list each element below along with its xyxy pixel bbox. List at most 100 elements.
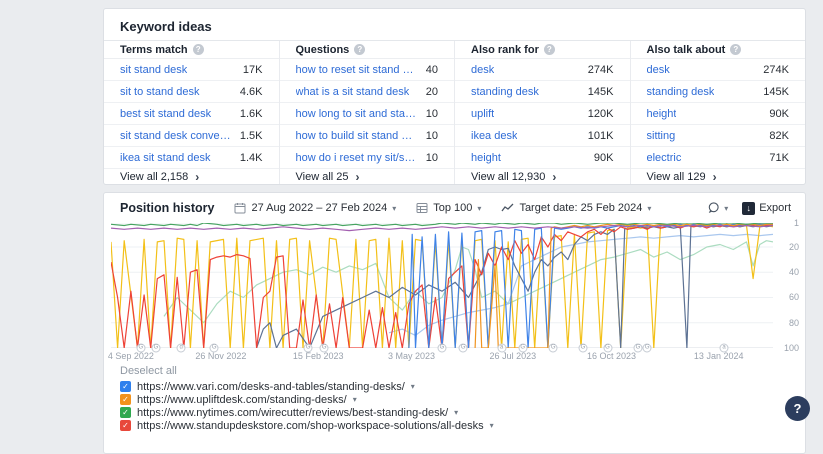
series-line-standupdeskstore.com bbox=[111, 223, 773, 348]
legend-checkbox[interactable]: ✓ bbox=[120, 394, 131, 405]
legend-url[interactable]: https://www.vari.com/desks-and-tables/st… bbox=[137, 380, 405, 393]
column-header: Terms match? bbox=[104, 41, 279, 59]
keyword-row: desk 274K bbox=[455, 59, 630, 81]
caret-down-icon: ▾ bbox=[489, 421, 494, 430]
keyword-row: sit to stand desk 4.6K bbox=[104, 81, 279, 103]
chart-y-axis: 1 20 40 60 80 100 bbox=[773, 218, 803, 353]
keyword-volume: 20 bbox=[425, 85, 438, 98]
keyword-volume: 145K bbox=[763, 85, 789, 98]
google-update-marker[interactable]: G bbox=[151, 343, 161, 353]
view-all-link[interactable]: View all 25 › bbox=[280, 169, 455, 184]
keyword-link[interactable]: standing desk bbox=[471, 85, 539, 98]
export-button[interactable]: ↓ Export bbox=[742, 201, 791, 215]
keyword-link[interactable]: standing desk bbox=[646, 85, 715, 98]
table-icon bbox=[416, 203, 428, 213]
keyword-column: Also rank for? desk 274K standing desk 145K u… bbox=[454, 41, 630, 184]
keyword-link[interactable]: uplift bbox=[471, 107, 495, 120]
google-update-marker[interactable]: d bbox=[176, 343, 186, 353]
keyword-row: sit stand desk converter 1.5K bbox=[104, 125, 279, 147]
series-line-upliftdesk.com bbox=[474, 223, 773, 348]
keyword-columns: Terms match? sit stand desk 17K sit to stan… bbox=[104, 41, 805, 184]
help-button[interactable]: ? bbox=[785, 396, 810, 421]
google-update-marker[interactable]: G bbox=[578, 343, 588, 353]
page-background: { "keyword_ideas": { "title": "Keyword i… bbox=[103, 8, 810, 454]
google-update-marker[interactable]: G bbox=[633, 343, 643, 353]
google-update-marker[interactable]: G bbox=[642, 343, 652, 353]
keyword-link[interactable]: desk bbox=[646, 63, 670, 76]
position-history-header: Position history 27 Aug 2022 – 27 Feb 20… bbox=[104, 193, 805, 223]
keyword-link[interactable]: sit stand desk converter bbox=[120, 129, 232, 142]
keyword-row: standing desk 145K bbox=[455, 81, 630, 103]
help-circle-icon[interactable]: ? bbox=[730, 44, 742, 55]
keyword-link[interactable]: sitting bbox=[646, 129, 676, 142]
chevron-right-icon: › bbox=[195, 169, 200, 184]
keyword-link[interactable]: height bbox=[471, 151, 501, 164]
keyword-link[interactable]: ikea desk bbox=[471, 129, 518, 142]
keyword-row: sit stand desk 17K bbox=[104, 59, 279, 81]
legend-checkbox[interactable]: ✓ bbox=[120, 381, 131, 392]
keyword-link[interactable]: how to build sit stand desk bbox=[295, 129, 418, 142]
help-circle-icon[interactable]: ? bbox=[543, 44, 555, 55]
keyword-link[interactable]: desk bbox=[471, 63, 495, 76]
help-circle-icon[interactable]: ? bbox=[192, 44, 204, 55]
view-all-link[interactable]: View all 129 › bbox=[631, 169, 806, 184]
keyword-link[interactable]: best sit stand desk bbox=[120, 107, 212, 120]
keyword-link[interactable]: height bbox=[646, 107, 677, 120]
view-all-link[interactable]: View all 2,158 › bbox=[104, 169, 279, 184]
legend-url[interactable]: https://www.standupdeskstore.com/shop-wo… bbox=[137, 419, 484, 432]
series-line-nytimes.com-wirecutter bbox=[111, 223, 773, 227]
google-update-marker[interactable]: G bbox=[518, 343, 528, 353]
google-update-marker[interactable]: G bbox=[603, 343, 612, 353]
view-all-label: View all 25 bbox=[295, 170, 349, 183]
keyword-column: Terms match? sit stand desk 17K sit to stan… bbox=[104, 41, 279, 184]
google-update-marker[interactable]: G bbox=[458, 343, 468, 353]
comments-button[interactable]: ▾ bbox=[707, 202, 728, 214]
google-update-marker[interactable]: G bbox=[319, 343, 329, 353]
google-update-marker[interactable]: G bbox=[437, 343, 447, 353]
keyword-volume: 10 bbox=[425, 151, 438, 164]
keyword-link[interactable]: what is a sit stand desk bbox=[295, 85, 410, 98]
google-update-marker[interactable]: G bbox=[209, 343, 219, 353]
keyword-link[interactable]: how do i reset my sit/stand desk bbox=[295, 151, 418, 164]
google-update-marker[interactable]: a bbox=[497, 343, 507, 353]
caret-down-icon: ▾ bbox=[724, 203, 729, 213]
x-axis-label: 3 May 2023 bbox=[388, 351, 436, 361]
position-history-card: Position history 27 Aug 2022 – 27 Feb 20… bbox=[103, 192, 806, 454]
position-history-title: Position history bbox=[120, 201, 215, 215]
google-update-marker[interactable]: a bbox=[719, 343, 729, 353]
help-circle-icon[interactable]: ? bbox=[354, 44, 366, 55]
keyword-link[interactable]: ikea sit stand desk bbox=[120, 151, 211, 164]
y-axis-label: 80 bbox=[788, 317, 799, 328]
chevron-right-icon: › bbox=[552, 169, 557, 184]
top-100-filter[interactable]: Top 100 ▾ bbox=[416, 202, 481, 214]
x-axis-label: 4 Sep 2022 bbox=[107, 351, 154, 361]
keyword-row: sitting 82K bbox=[630, 125, 805, 147]
legend-url[interactable]: https://www.upliftdesk.com/standing-desk… bbox=[137, 393, 347, 406]
keyword-volume: 90K bbox=[769, 107, 789, 120]
keyword-row: how long to sit and stand at desk 10 bbox=[279, 103, 454, 125]
keyword-link[interactable]: sit to stand desk bbox=[120, 85, 200, 98]
date-range-filter[interactable]: 27 Aug 2022 – 27 Feb 2024 ▾ bbox=[234, 202, 396, 214]
view-all-link[interactable]: View all 12,930 › bbox=[455, 169, 630, 184]
target-url-legend: ✓ https://www.vari.com/desks-and-tables/s… bbox=[120, 380, 494, 432]
legend-url[interactable]: https://www.nytimes.com/wirecutter/revie… bbox=[137, 406, 449, 419]
caret-down-icon: ▾ bbox=[477, 203, 482, 213]
series-line-series-lightblue bbox=[388, 233, 773, 337]
series-line-series-yellow bbox=[111, 224, 773, 348]
keyword-link[interactable]: sit stand desk bbox=[120, 63, 188, 76]
column-header-label: Also talk about bbox=[646, 43, 726, 56]
keyword-volume: 40 bbox=[425, 63, 438, 76]
google-update-marker[interactable]: G bbox=[303, 343, 313, 353]
legend-checkbox[interactable]: ✓ bbox=[120, 420, 131, 431]
keyword-link[interactable]: how long to sit and stand at desk bbox=[295, 107, 418, 120]
keyword-volume: 1.5K bbox=[239, 129, 263, 142]
series-line-series-purple bbox=[111, 224, 773, 232]
target-date-filter[interactable]: Target date: 25 Feb 2024 ▾ bbox=[501, 202, 651, 214]
legend-checkbox[interactable]: ✓ bbox=[120, 407, 131, 418]
keyword-volume: 4.6K bbox=[239, 85, 263, 98]
keyword-link[interactable]: how to reset sit stand desk bbox=[295, 63, 418, 76]
deselect-all-link[interactable]: Deselect all bbox=[120, 365, 177, 377]
keyword-link[interactable]: electric bbox=[646, 151, 682, 164]
google-update-marker[interactable]: G bbox=[548, 343, 558, 353]
google-update-marker[interactable]: G bbox=[136, 343, 146, 353]
